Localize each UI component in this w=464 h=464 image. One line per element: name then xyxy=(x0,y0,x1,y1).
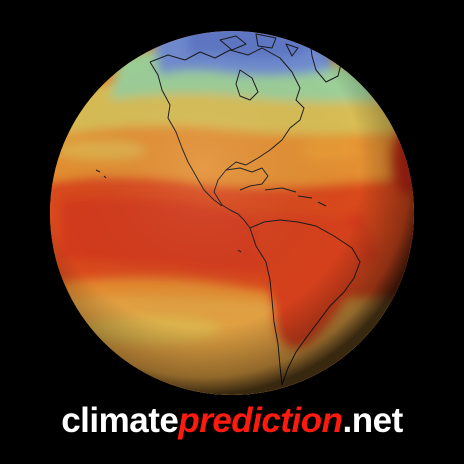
globe-shading xyxy=(50,31,414,395)
logo-part-climate: climate xyxy=(61,401,179,440)
climateprediction-logo: climateprediction.net xyxy=(0,403,464,438)
logo-part-net: .net xyxy=(342,401,404,440)
logo-part-prediction: prediction xyxy=(178,401,343,440)
